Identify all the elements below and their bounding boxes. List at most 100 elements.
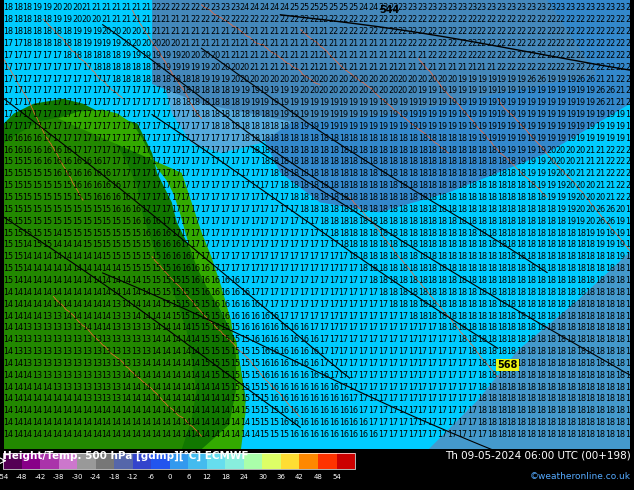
Text: 18: 18 (408, 264, 418, 273)
Text: 19: 19 (605, 110, 616, 119)
Text: 14: 14 (32, 288, 42, 297)
Text: 17: 17 (13, 122, 23, 131)
Text: 13: 13 (121, 335, 131, 344)
Text: 15: 15 (230, 394, 240, 403)
Text: 18: 18 (507, 193, 517, 202)
Text: 17: 17 (240, 170, 250, 178)
Text: 14: 14 (23, 418, 33, 427)
Text: 18: 18 (507, 264, 517, 273)
Text: 16: 16 (339, 394, 349, 403)
Text: 16: 16 (62, 170, 72, 178)
Text: 19: 19 (289, 98, 299, 107)
Text: 17: 17 (457, 347, 467, 356)
Text: 18: 18 (457, 181, 467, 190)
Text: -6: -6 (148, 474, 155, 480)
Text: 18: 18 (358, 241, 368, 249)
Text: 17: 17 (210, 264, 221, 273)
Text: 17: 17 (141, 170, 152, 178)
Text: 25: 25 (319, 3, 329, 12)
Text: 22: 22 (368, 15, 378, 24)
Text: 19: 19 (576, 110, 586, 119)
Text: 17: 17 (289, 252, 299, 261)
Text: -30: -30 (72, 474, 83, 480)
Text: 17: 17 (92, 110, 102, 119)
Text: 26: 26 (585, 74, 595, 83)
Text: 18: 18 (556, 406, 566, 416)
Text: 18: 18 (418, 217, 428, 226)
Text: 13: 13 (82, 335, 92, 344)
Text: 16: 16 (309, 347, 319, 356)
Text: 14: 14 (3, 323, 13, 332)
Text: 18: 18 (536, 323, 546, 332)
Text: 16: 16 (171, 264, 181, 273)
Text: 17: 17 (161, 217, 171, 226)
Text: 17: 17 (457, 359, 467, 368)
Text: 18: 18 (496, 359, 507, 368)
Text: 14: 14 (161, 406, 171, 416)
Text: 19: 19 (92, 27, 102, 36)
Text: 19: 19 (615, 134, 625, 143)
Text: 18: 18 (576, 335, 586, 344)
Text: 17: 17 (101, 157, 112, 167)
Text: 18: 18 (388, 228, 398, 238)
Text: 17: 17 (181, 205, 191, 214)
Text: 22: 22 (595, 15, 605, 24)
Text: 17: 17 (151, 110, 161, 119)
Text: 20: 20 (378, 74, 388, 83)
Text: 22: 22 (328, 15, 339, 24)
Text: 14: 14 (92, 276, 102, 285)
Text: 20: 20 (595, 193, 605, 202)
Text: 18: 18 (280, 146, 289, 155)
Text: 24: 24 (280, 3, 290, 12)
Text: 20: 20 (52, 3, 62, 12)
Bar (188, 453, 207, 469)
Text: 15: 15 (112, 228, 122, 238)
Text: 18: 18 (605, 430, 616, 439)
Text: 17: 17 (378, 394, 388, 403)
Text: 18: 18 (72, 51, 82, 60)
Text: 22: 22 (349, 15, 359, 24)
Text: 18: 18 (487, 300, 497, 309)
Text: 23: 23 (230, 3, 240, 12)
Text: 18: 18 (556, 300, 566, 309)
Text: 18: 18 (477, 394, 487, 403)
Text: 18: 18 (339, 134, 349, 143)
Text: 14: 14 (161, 383, 171, 392)
Text: 21: 21 (289, 27, 299, 36)
Text: 17: 17 (141, 110, 152, 119)
Text: 21: 21 (418, 51, 428, 60)
Text: 21: 21 (161, 15, 171, 24)
Text: 23: 23 (437, 3, 448, 12)
Text: 22: 22 (576, 63, 586, 72)
Bar (114, 453, 133, 469)
Text: 18: 18 (595, 288, 605, 297)
Text: 19: 19 (250, 98, 260, 107)
Text: 14: 14 (131, 430, 141, 439)
Text: 22: 22 (516, 27, 527, 36)
Text: 18: 18 (32, 39, 42, 48)
Text: 17: 17 (32, 51, 42, 60)
Text: 17: 17 (358, 359, 368, 368)
Text: 21: 21 (398, 51, 408, 60)
Text: 18: 18 (526, 430, 536, 439)
Text: 18: 18 (576, 406, 586, 416)
Text: 20: 20 (299, 86, 309, 96)
Text: 18: 18 (615, 383, 625, 392)
Text: 19: 19 (378, 122, 388, 131)
Text: 19: 19 (299, 122, 309, 131)
Text: 17: 17 (42, 74, 53, 83)
Text: 18: 18 (358, 252, 368, 261)
Text: 19: 19 (477, 110, 487, 119)
Text: 19: 19 (52, 15, 62, 24)
Text: 19: 19 (625, 205, 634, 214)
Text: 17: 17 (368, 312, 378, 320)
Text: 18: 18 (556, 418, 566, 427)
Text: 21: 21 (339, 63, 349, 72)
Text: 18: 18 (526, 228, 536, 238)
Text: 18: 18 (52, 27, 62, 36)
Text: 18: 18 (427, 193, 437, 202)
Text: 15: 15 (13, 264, 23, 273)
Text: 21: 21 (259, 39, 269, 48)
Text: 18: 18 (517, 312, 526, 320)
Text: 19: 19 (516, 86, 526, 96)
